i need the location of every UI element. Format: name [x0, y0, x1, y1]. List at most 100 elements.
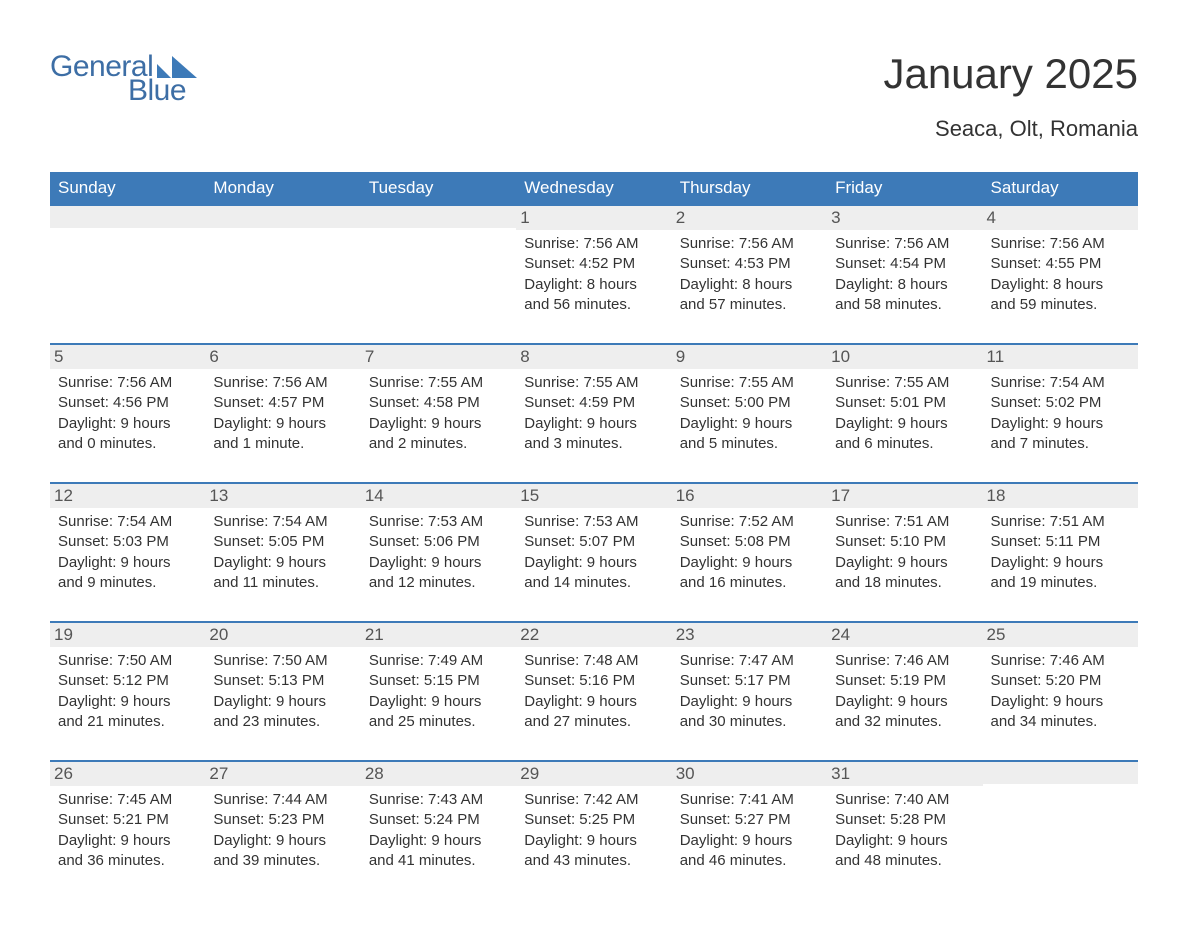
calendar-page: General Blue January 2025 Seaca, Olt, Ro… — [0, 0, 1188, 939]
daylight-line-2: and 16 minutes. — [680, 573, 819, 593]
day-cell: 24Sunrise: 7:46 AMSunset: 5:19 PMDayligh… — [827, 621, 982, 760]
empty-cell — [205, 204, 360, 343]
sunset-line: Sunset: 5:13 PM — [213, 671, 352, 691]
day-cell: 22Sunrise: 7:48 AMSunset: 5:16 PMDayligh… — [516, 621, 671, 760]
day-cell: 28Sunrise: 7:43 AMSunset: 5:24 PMDayligh… — [361, 760, 516, 899]
day-number: 14 — [361, 482, 516, 508]
day-number: 11 — [983, 343, 1138, 369]
daylight-line-2: and 57 minutes. — [680, 295, 819, 315]
daylight-line-1: Daylight: 9 hours — [524, 831, 663, 851]
day-number: 7 — [361, 343, 516, 369]
day-cell: 5Sunrise: 7:56 AMSunset: 4:56 PMDaylight… — [50, 343, 205, 482]
daylight-line-2: and 27 minutes. — [524, 712, 663, 732]
calendar-body: SundayMondayTuesdayWednesdayThursdayFrid… — [50, 172, 1138, 899]
sunset-line: Sunset: 5:10 PM — [835, 532, 974, 552]
sunset-line: Sunset: 5:03 PM — [58, 532, 197, 552]
sunset-line: Sunset: 5:25 PM — [524, 810, 663, 830]
empty-daynum-bar — [50, 204, 205, 228]
day-cell: 31Sunrise: 7:40 AMSunset: 5:28 PMDayligh… — [827, 760, 982, 899]
day-cell: 10 Sunrise: 7:55 AMSunset: 5:01 PMDayligh… — [827, 343, 982, 482]
location-text: Seaca, Olt, Romania — [883, 116, 1138, 142]
sunset-line: Sunset: 5:19 PM — [835, 671, 974, 691]
day-number: 9 — [672, 343, 827, 369]
day-cell: 17Sunrise: 7:51 AMSunset: 5:10 PMDayligh… — [827, 482, 982, 621]
sunrise-line: Sunrise: 7:43 AM — [369, 790, 508, 810]
day-of-week-header: Friday — [827, 172, 982, 204]
sunrise-line: Sunrise: 7:56 AM — [991, 234, 1130, 254]
daylight-line-2: and 14 minutes. — [524, 573, 663, 593]
day-of-week-header: Monday — [205, 172, 360, 204]
week-row: 1Sunrise: 7:56 AMSunset: 4:52 PMDaylight… — [50, 204, 1138, 343]
day-of-week-header: Wednesday — [516, 172, 671, 204]
sunrise-line: Sunrise: 7:48 AM — [524, 651, 663, 671]
daylight-line-1: Daylight: 9 hours — [835, 831, 974, 851]
day-number: 8 — [516, 343, 671, 369]
daylight-line-1: Daylight: 9 hours — [369, 692, 508, 712]
sunset-line: Sunset: 4:52 PM — [524, 254, 663, 274]
sunset-line: Sunset: 5:11 PM — [991, 532, 1130, 552]
calendar-table: SundayMondayTuesdayWednesdayThursdayFrid… — [50, 172, 1138, 899]
day-of-week-header: Sunday — [50, 172, 205, 204]
logo: General Blue — [50, 50, 197, 108]
header: General Blue January 2025 Seaca, Olt, Ro… — [50, 50, 1138, 142]
day-cell: 29Sunrise: 7:42 AMSunset: 5:25 PMDayligh… — [516, 760, 671, 899]
daylight-line-1: Daylight: 9 hours — [524, 692, 663, 712]
sunset-line: Sunset: 5:12 PM — [58, 671, 197, 691]
sunset-line: Sunset: 5:16 PM — [524, 671, 663, 691]
daylight-line-1: Daylight: 9 hours — [369, 831, 508, 851]
day-number: 10 — [827, 343, 982, 369]
day-number: 18 — [983, 482, 1138, 508]
logo-text-blue: Blue — [128, 74, 186, 108]
sunrise-line: Sunrise: 7:56 AM — [680, 234, 819, 254]
sunrise-line: Sunrise: 7:51 AM — [835, 512, 974, 532]
day-number: 17 — [827, 482, 982, 508]
empty-daynum-bar — [361, 204, 516, 228]
day-number: 24 — [827, 621, 982, 647]
sunrise-line: Sunrise: 7:55 AM — [524, 373, 663, 393]
empty-cell — [50, 204, 205, 343]
sunrise-line: Sunrise: 7:53 AM — [524, 512, 663, 532]
day-of-week-header: Tuesday — [361, 172, 516, 204]
sunrise-line: Sunrise: 7:41 AM — [680, 790, 819, 810]
sunset-line: Sunset: 5:28 PM — [835, 810, 974, 830]
daylight-line-1: Daylight: 8 hours — [680, 275, 819, 295]
sunrise-line: Sunrise: 7:55 AM — [835, 373, 974, 393]
daylight-line-2: and 11 minutes. — [213, 573, 352, 593]
day-number: 19 — [50, 621, 205, 647]
daylight-line-1: Daylight: 9 hours — [58, 692, 197, 712]
day-number: 16 — [672, 482, 827, 508]
sunrise-line: Sunrise: 7:56 AM — [524, 234, 663, 254]
day-cell: 2 Sunrise: 7:56 AMSunset: 4:53 PMDaylight… — [672, 204, 827, 343]
week-row: 19Sunrise: 7:50 AMSunset: 5:12 PMDayligh… — [50, 621, 1138, 760]
day-cell: 27Sunrise: 7:44 AMSunset: 5:23 PMDayligh… — [205, 760, 360, 899]
sunset-line: Sunset: 4:55 PM — [991, 254, 1130, 274]
sunrise-line: Sunrise: 7:49 AM — [369, 651, 508, 671]
day-number: 21 — [361, 621, 516, 647]
daylight-line-2: and 39 minutes. — [213, 851, 352, 871]
sunset-line: Sunset: 5:01 PM — [835, 393, 974, 413]
empty-cell — [361, 204, 516, 343]
daylight-line-2: and 3 minutes. — [524, 434, 663, 454]
daylight-line-2: and 18 minutes. — [835, 573, 974, 593]
day-number: 2 — [672, 204, 827, 230]
sunrise-line: Sunrise: 7:47 AM — [680, 651, 819, 671]
sunrise-line: Sunrise: 7:40 AM — [835, 790, 974, 810]
daylight-line-2: and 21 minutes. — [58, 712, 197, 732]
day-cell: 19 Sunrise: 7:50 AMSunset: 5:12 PMDayligh… — [50, 621, 205, 760]
sunrise-line: Sunrise: 7:53 AM — [369, 512, 508, 532]
day-number: 13 — [205, 482, 360, 508]
daylight-line-1: Daylight: 8 hours — [524, 275, 663, 295]
daylight-line-1: Daylight: 9 hours — [213, 414, 352, 434]
day-cell: 14Sunrise: 7:53 AMSunset: 5:06 PMDayligh… — [361, 482, 516, 621]
sunset-line: Sunset: 5:05 PM — [213, 532, 352, 552]
daylight-line-2: and 1 minute. — [213, 434, 352, 454]
day-number: 20 — [205, 621, 360, 647]
sunrise-line: Sunrise: 7:54 AM — [991, 373, 1130, 393]
day-number: 6 — [205, 343, 360, 369]
sunrise-line: Sunrise: 7:50 AM — [58, 651, 197, 671]
sunset-line: Sunset: 4:53 PM — [680, 254, 819, 274]
day-cell: 23Sunrise: 7:47 AMSunset: 5:17 PMDayligh… — [672, 621, 827, 760]
daylight-line-1: Daylight: 9 hours — [835, 414, 974, 434]
week-row: 26Sunrise: 7:45 AMSunset: 5:21 PMDayligh… — [50, 760, 1138, 899]
empty-daynum-bar — [983, 760, 1138, 784]
